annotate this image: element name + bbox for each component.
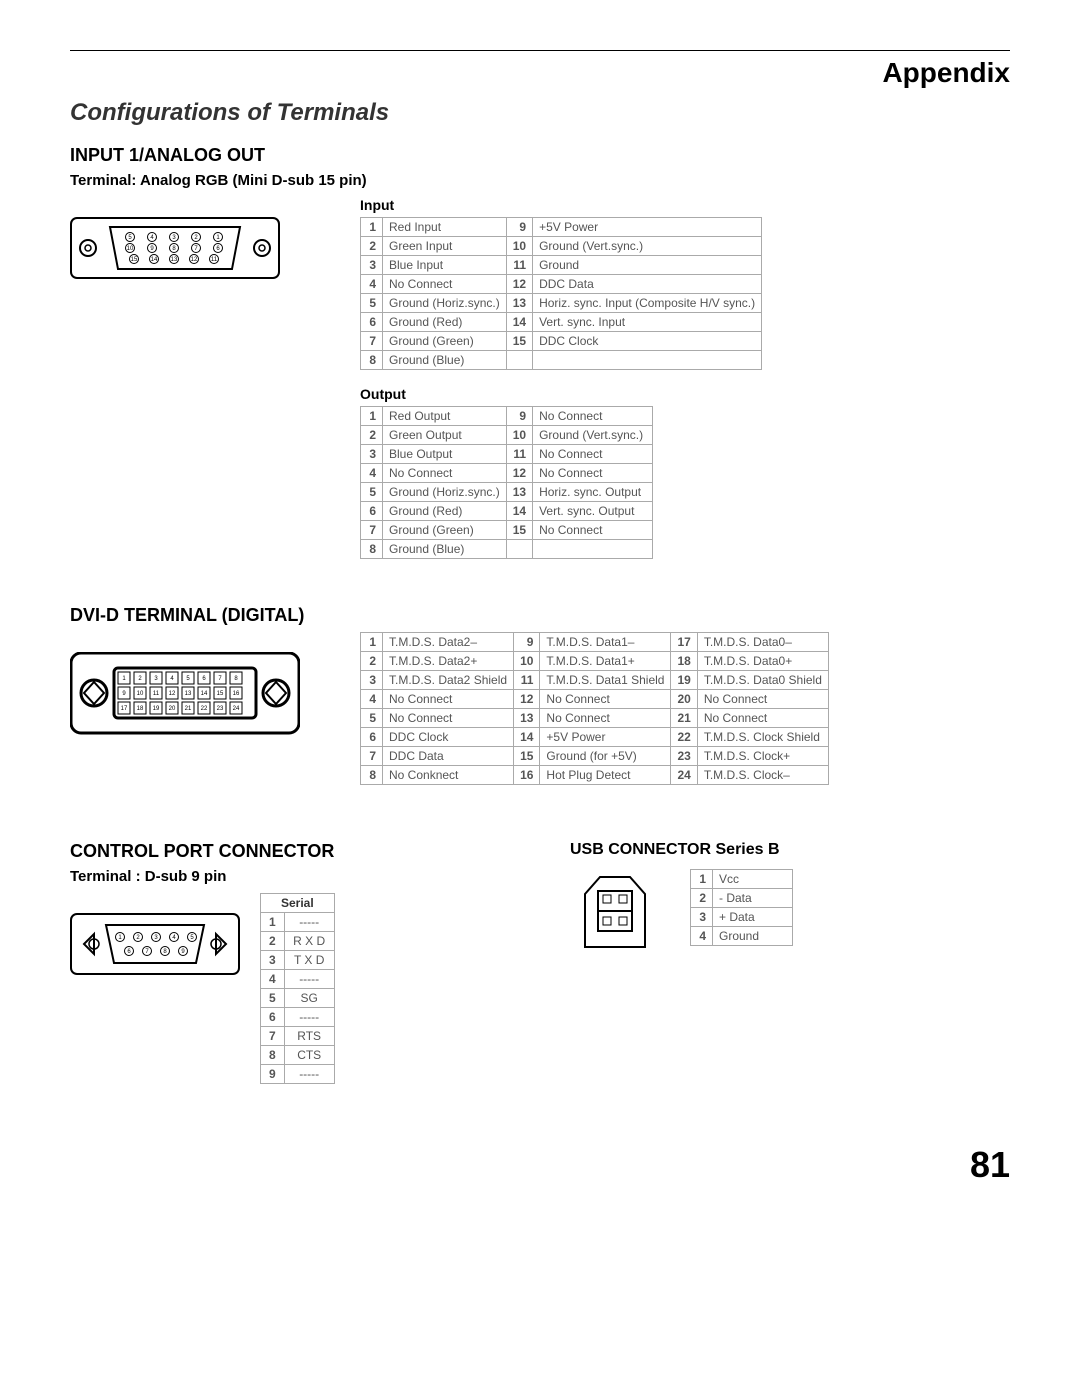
svg-text:1: 1	[122, 676, 126, 682]
svg-text:2: 2	[194, 235, 198, 241]
top-rule	[70, 50, 1010, 51]
section-usb: USB CONNECTOR Series B 1Vcc2- Data3+ Dat…	[570, 841, 1010, 1084]
svg-text:16: 16	[233, 691, 240, 697]
svg-text:6: 6	[216, 246, 220, 252]
svg-text:14: 14	[201, 691, 208, 697]
svg-text:4: 4	[170, 676, 174, 682]
svg-text:17: 17	[121, 706, 128, 712]
svg-text:10: 10	[137, 691, 144, 697]
svg-text:18: 18	[137, 706, 144, 712]
svg-text:3: 3	[154, 676, 158, 682]
svg-text:5: 5	[128, 235, 132, 241]
section3-heading: CONTROL PORT CONNECTOR	[70, 841, 510, 862]
svg-text:19: 19	[153, 706, 160, 712]
output-pin-table: 1Red Output9No Connect2Green Output10Gro…	[360, 406, 653, 559]
svg-text:2: 2	[136, 935, 140, 941]
section2-heading: DVI-D TERMINAL (DIGITAL)	[70, 605, 1010, 626]
document-page: Appendix Configurations of Terminals INP…	[0, 0, 1080, 1226]
svg-text:15: 15	[131, 257, 138, 263]
svg-text:8: 8	[163, 949, 167, 955]
svg-text:14: 14	[151, 257, 158, 263]
svg-text:7: 7	[218, 676, 222, 682]
svg-text:1: 1	[118, 935, 122, 941]
svg-text:12: 12	[191, 257, 198, 263]
svg-text:12: 12	[169, 691, 176, 697]
svg-text:8: 8	[234, 676, 238, 682]
svg-text:9: 9	[150, 246, 154, 252]
svg-text:5: 5	[186, 676, 190, 682]
svg-text:3: 3	[154, 935, 158, 941]
svg-text:11: 11	[211, 257, 218, 263]
dsub9-diagram: 1 2 3 4 5 6 7 8 9	[70, 893, 240, 983]
svg-text:20: 20	[169, 706, 176, 712]
section-input-analog: INPUT 1/ANALOG OUT Terminal: Analog RGB …	[70, 145, 1010, 575]
section4-heading: USB CONNECTOR Series B	[570, 841, 1010, 859]
dvid-diagram: 123456789101112131415161718192021222324 …	[70, 632, 330, 742]
usb-b-diagram	[570, 869, 660, 959]
svg-text:7: 7	[194, 246, 198, 252]
svg-text:15: 15	[217, 691, 224, 697]
svg-text:2: 2	[138, 676, 142, 682]
svg-text:21: 21	[185, 706, 192, 712]
svg-text:3: 3	[172, 235, 176, 241]
svg-text:9: 9	[181, 949, 185, 955]
svg-text:1: 1	[216, 235, 220, 241]
section3-sub: Terminal : D-sub 9 pin	[70, 868, 510, 885]
svg-text:4: 4	[150, 235, 154, 241]
svg-text:10: 10	[127, 246, 134, 252]
serial-pin-table: Serial1-----2R X D3T X D4-----5SG6-----7…	[260, 893, 335, 1084]
section-control-port: CONTROL PORT CONNECTOR Terminal : D-sub …	[70, 841, 510, 1084]
svg-text:6: 6	[202, 676, 206, 682]
page-title: Configurations of Terminals	[70, 99, 1010, 127]
svg-text:22: 22	[201, 706, 208, 712]
section-dvid: DVI-D TERMINAL (DIGITAL) 123456789101112…	[70, 605, 1010, 801]
usb-pin-table: 1Vcc2- Data3+ Data4Ground	[690, 869, 793, 946]
svg-text:23: 23	[217, 706, 224, 712]
page-number: 81	[70, 1144, 1010, 1186]
svg-text:7: 7	[145, 949, 149, 955]
svg-text:5: 5	[190, 935, 194, 941]
section1-sub: Terminal: Analog RGB (Mini D-sub 15 pin)	[70, 172, 1010, 189]
dsub15-diagram: 5 4 3 2 1 10 9 8 7 6 15 14 13	[70, 197, 330, 287]
bottom-row: CONTROL PORT CONNECTOR Terminal : D-sub …	[70, 841, 1010, 1084]
svg-text:4: 4	[172, 935, 176, 941]
svg-text:9: 9	[122, 691, 126, 697]
input-pin-table: 1Red Input9+5V Power2Green Input10Ground…	[360, 217, 762, 370]
output-label: Output	[360, 386, 1010, 402]
svg-text:13: 13	[171, 257, 178, 263]
svg-text:11: 11	[153, 691, 160, 697]
svg-text:8: 8	[172, 246, 176, 252]
page-header: Appendix	[70, 57, 1010, 89]
section1-heading: INPUT 1/ANALOG OUT	[70, 145, 1010, 166]
svg-text:6: 6	[127, 949, 131, 955]
dvid-pin-table: 1T.M.D.S. Data2–9T.M.D.S. Data1–17T.M.D.…	[360, 632, 829, 785]
svg-text:13: 13	[185, 691, 192, 697]
input-label: Input	[360, 197, 1010, 213]
svg-text:24: 24	[233, 706, 240, 712]
